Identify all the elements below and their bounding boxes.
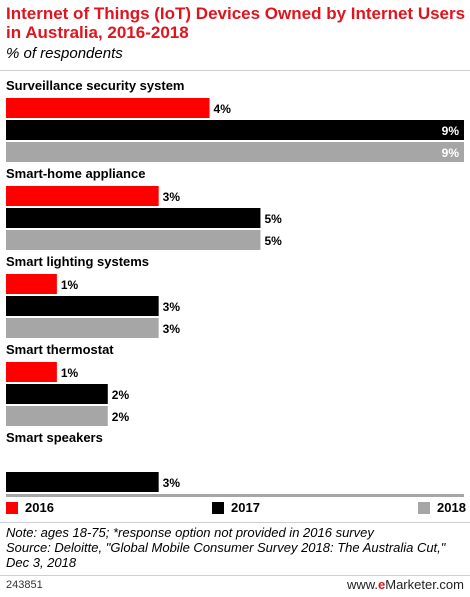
notes-divider	[0, 522, 470, 523]
chart-title: Internet of Things (IoT) Devices Owned b…	[6, 4, 466, 42]
bar-2017	[6, 384, 108, 404]
legend-item-2018: 2018	[418, 500, 466, 515]
bar-2017	[6, 296, 159, 316]
legend-item-2016: 2016	[6, 500, 54, 515]
bar-2016	[6, 362, 57, 382]
legend-item-2017: 2017	[212, 500, 260, 515]
top-divider	[0, 70, 470, 71]
legend-swatch-2016	[6, 501, 18, 514]
data-label-2016: 4%	[214, 102, 232, 116]
data-label-2017: 3%	[163, 300, 181, 314]
category-label: Smart speakers	[6, 430, 103, 445]
bar-2018	[6, 230, 261, 250]
brand-rest: Marketer.com	[385, 577, 464, 592]
bar-2018	[6, 142, 464, 162]
bar-2016	[6, 98, 210, 118]
data-label-2016: 3%	[163, 190, 181, 204]
brand-e: e	[378, 577, 386, 592]
chart-id: 243851	[6, 579, 43, 591]
data-label-2018: 9%	[442, 146, 460, 160]
bar-2017	[6, 472, 159, 492]
category-label: Smart lighting systems	[6, 254, 149, 269]
bar-2016	[6, 186, 159, 206]
note-text: Note: ages 18-75; *response option not p…	[6, 525, 374, 540]
bar-2017	[6, 120, 464, 140]
data-label-2016: 1%	[61, 366, 79, 380]
bar-2018	[6, 406, 108, 426]
category-label: Smart thermostat	[6, 342, 114, 357]
data-label-2017: 2%	[112, 388, 130, 402]
bar-2017	[6, 208, 261, 228]
bar-2016	[6, 274, 57, 294]
category-label: Surveillance security system	[6, 78, 185, 93]
source-text: Source: Deloitte, "Global Mobile Consume…	[6, 540, 446, 570]
footer-divider	[0, 575, 470, 576]
data-label-2018: 3%	[163, 322, 181, 336]
data-label-2017: 3%	[163, 476, 181, 490]
bar-2018	[6, 318, 159, 338]
legend-label-2018: 2018	[437, 500, 466, 515]
brand-prefix: www.	[346, 577, 379, 592]
bar-chart: Surveillance security system 4% 9% 9% Smart-…	[6, 78, 464, 497]
legend-label-2016: 2016	[25, 500, 54, 515]
legend-swatch-2018	[418, 501, 430, 514]
chart-legend: 2016 2017 2018	[0, 500, 470, 518]
bar-2018	[6, 494, 464, 497]
data-label-2017: 5%	[264, 212, 282, 226]
data-label-2016: 1%	[61, 278, 79, 292]
category-label: Smart-home appliance	[6, 166, 145, 181]
chart-subtitle: % of respondents	[6, 45, 123, 62]
data-label-2017: 9%	[442, 124, 460, 138]
data-label-2018: 5%	[264, 234, 282, 248]
legend-swatch-2017	[212, 501, 224, 514]
legend-label-2017: 2017	[231, 500, 260, 515]
emarketer-logo: www.eMarketer.com	[347, 577, 464, 592]
data-label-2018: 2%	[112, 410, 130, 424]
chart-notes: Note: ages 18-75; *response option not p…	[6, 525, 466, 570]
